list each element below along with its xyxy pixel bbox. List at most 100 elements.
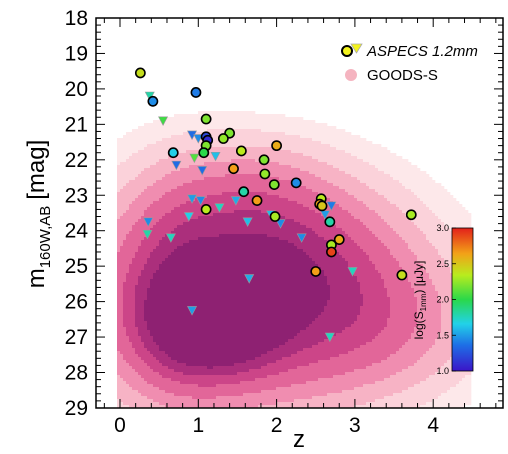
density-cell [354, 165, 358, 169]
density-cell [354, 192, 358, 196]
density-cell [345, 150, 349, 154]
density-cell [249, 120, 253, 124]
density-cell [180, 144, 184, 148]
density-cell [207, 225, 211, 229]
density-cell [243, 258, 247, 262]
density-cell [228, 114, 232, 118]
density-cell [333, 180, 337, 184]
density-cell [177, 261, 181, 265]
density-cell [132, 258, 136, 262]
density-cell [231, 219, 235, 223]
density-cell [174, 180, 178, 184]
density-cell [162, 228, 166, 232]
density-cell [291, 237, 295, 241]
density-cell [138, 186, 142, 190]
density-cell [255, 249, 259, 253]
density-cell [369, 150, 373, 154]
density-cell [219, 114, 223, 118]
density-cell [360, 162, 364, 166]
density-cell [327, 156, 331, 160]
density-cell [138, 246, 142, 250]
density-cell [243, 135, 247, 139]
density-cell [135, 153, 139, 157]
density-cell [339, 231, 343, 235]
density-cell [126, 177, 130, 181]
density-cell [261, 249, 265, 253]
density-cell [198, 213, 202, 217]
density-cell [378, 222, 382, 226]
density-cell [399, 216, 403, 220]
density-cell [186, 165, 190, 169]
density-cell [255, 150, 259, 154]
density-cell [405, 231, 409, 235]
density-cell [408, 228, 412, 232]
density-cell [435, 204, 439, 208]
density-cell [195, 168, 199, 172]
density-cell [174, 129, 178, 133]
density-cell [156, 195, 160, 199]
density-cell [378, 147, 382, 151]
density-cell [243, 243, 247, 247]
density-cell [264, 150, 268, 154]
density-cell [162, 129, 166, 133]
density-cell [351, 210, 355, 214]
density-cell [189, 246, 193, 250]
density-cell [183, 132, 187, 136]
density-cell [366, 171, 370, 175]
density-cell [243, 252, 247, 256]
density-cell [312, 237, 316, 241]
density-cell [294, 195, 298, 199]
density-cell [186, 186, 190, 190]
density-cell [372, 192, 376, 196]
density-cell [321, 138, 325, 142]
density-cell [447, 246, 451, 250]
density-cell [456, 207, 460, 211]
density-cell [267, 177, 271, 181]
density-cell [192, 222, 196, 226]
density-cell [132, 165, 136, 169]
density-cell [405, 207, 409, 211]
density-cell [321, 144, 325, 148]
density-cell [333, 255, 337, 259]
density-cell [180, 240, 184, 244]
density-cell [246, 195, 250, 199]
density-cell [279, 165, 283, 169]
density-cell [189, 219, 193, 223]
density-cell [369, 180, 373, 184]
density-cell [438, 243, 442, 247]
density-cell [150, 261, 154, 265]
density-cell [249, 192, 253, 196]
density-cell [390, 198, 394, 202]
density-cell [255, 255, 259, 259]
density-cell [144, 249, 148, 253]
density-cell [246, 234, 250, 238]
density-cell [438, 198, 442, 202]
density-cell [150, 252, 154, 256]
density-cell [210, 195, 214, 199]
density-cell [267, 216, 271, 220]
density-cell [249, 225, 253, 229]
density-cell [357, 153, 361, 157]
density-cell [300, 144, 304, 148]
density-cell [300, 189, 304, 193]
density-cell [453, 219, 457, 223]
density-cell [363, 144, 367, 148]
density-cell [174, 177, 178, 181]
density-cell [222, 231, 226, 235]
density-cell [186, 231, 190, 235]
density-cell [426, 222, 430, 226]
density-cell [132, 261, 136, 265]
density-cell [309, 258, 313, 262]
density-cell [315, 150, 319, 154]
density-cell [426, 195, 430, 199]
density-cell [303, 132, 307, 136]
density-cell [117, 159, 121, 163]
density-cell [225, 198, 229, 202]
density-cell [246, 153, 250, 157]
density-cell [174, 117, 178, 121]
density-cell [243, 228, 247, 232]
density-cell [303, 183, 307, 187]
density-cell [381, 192, 385, 196]
density-cell [231, 138, 235, 142]
density-cell [387, 201, 391, 205]
